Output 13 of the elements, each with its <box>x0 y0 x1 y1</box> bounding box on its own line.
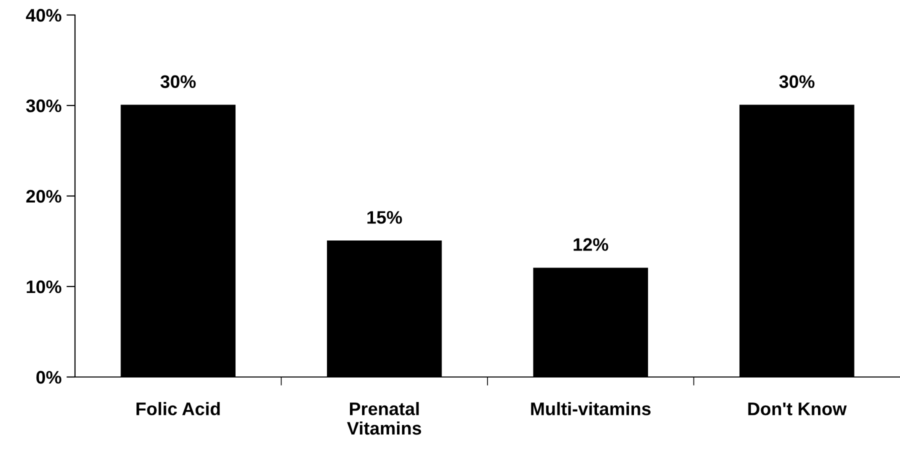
x-tick-label: Folic Acid <box>136 402 220 416</box>
data-label: 30% <box>779 75 814 88</box>
data-label: 12% <box>574 238 608 251</box>
x-tick-label: Prenatal Vitamins <box>347 402 422 435</box>
y-tick-label: 20% <box>26 190 62 203</box>
data-label: 30% <box>160 75 196 88</box>
data-label: 15% <box>367 211 402 224</box>
x-tick-label: Don't Know <box>748 402 847 416</box>
x-tick-label: Multi-vitamins <box>531 402 651 416</box>
y-tick-label: 10% <box>26 280 62 294</box>
y-tick-label: 30% <box>26 99 62 112</box>
y-tick-label: 40% <box>26 8 62 22</box>
y-tick-label: 0% <box>36 370 62 384</box>
